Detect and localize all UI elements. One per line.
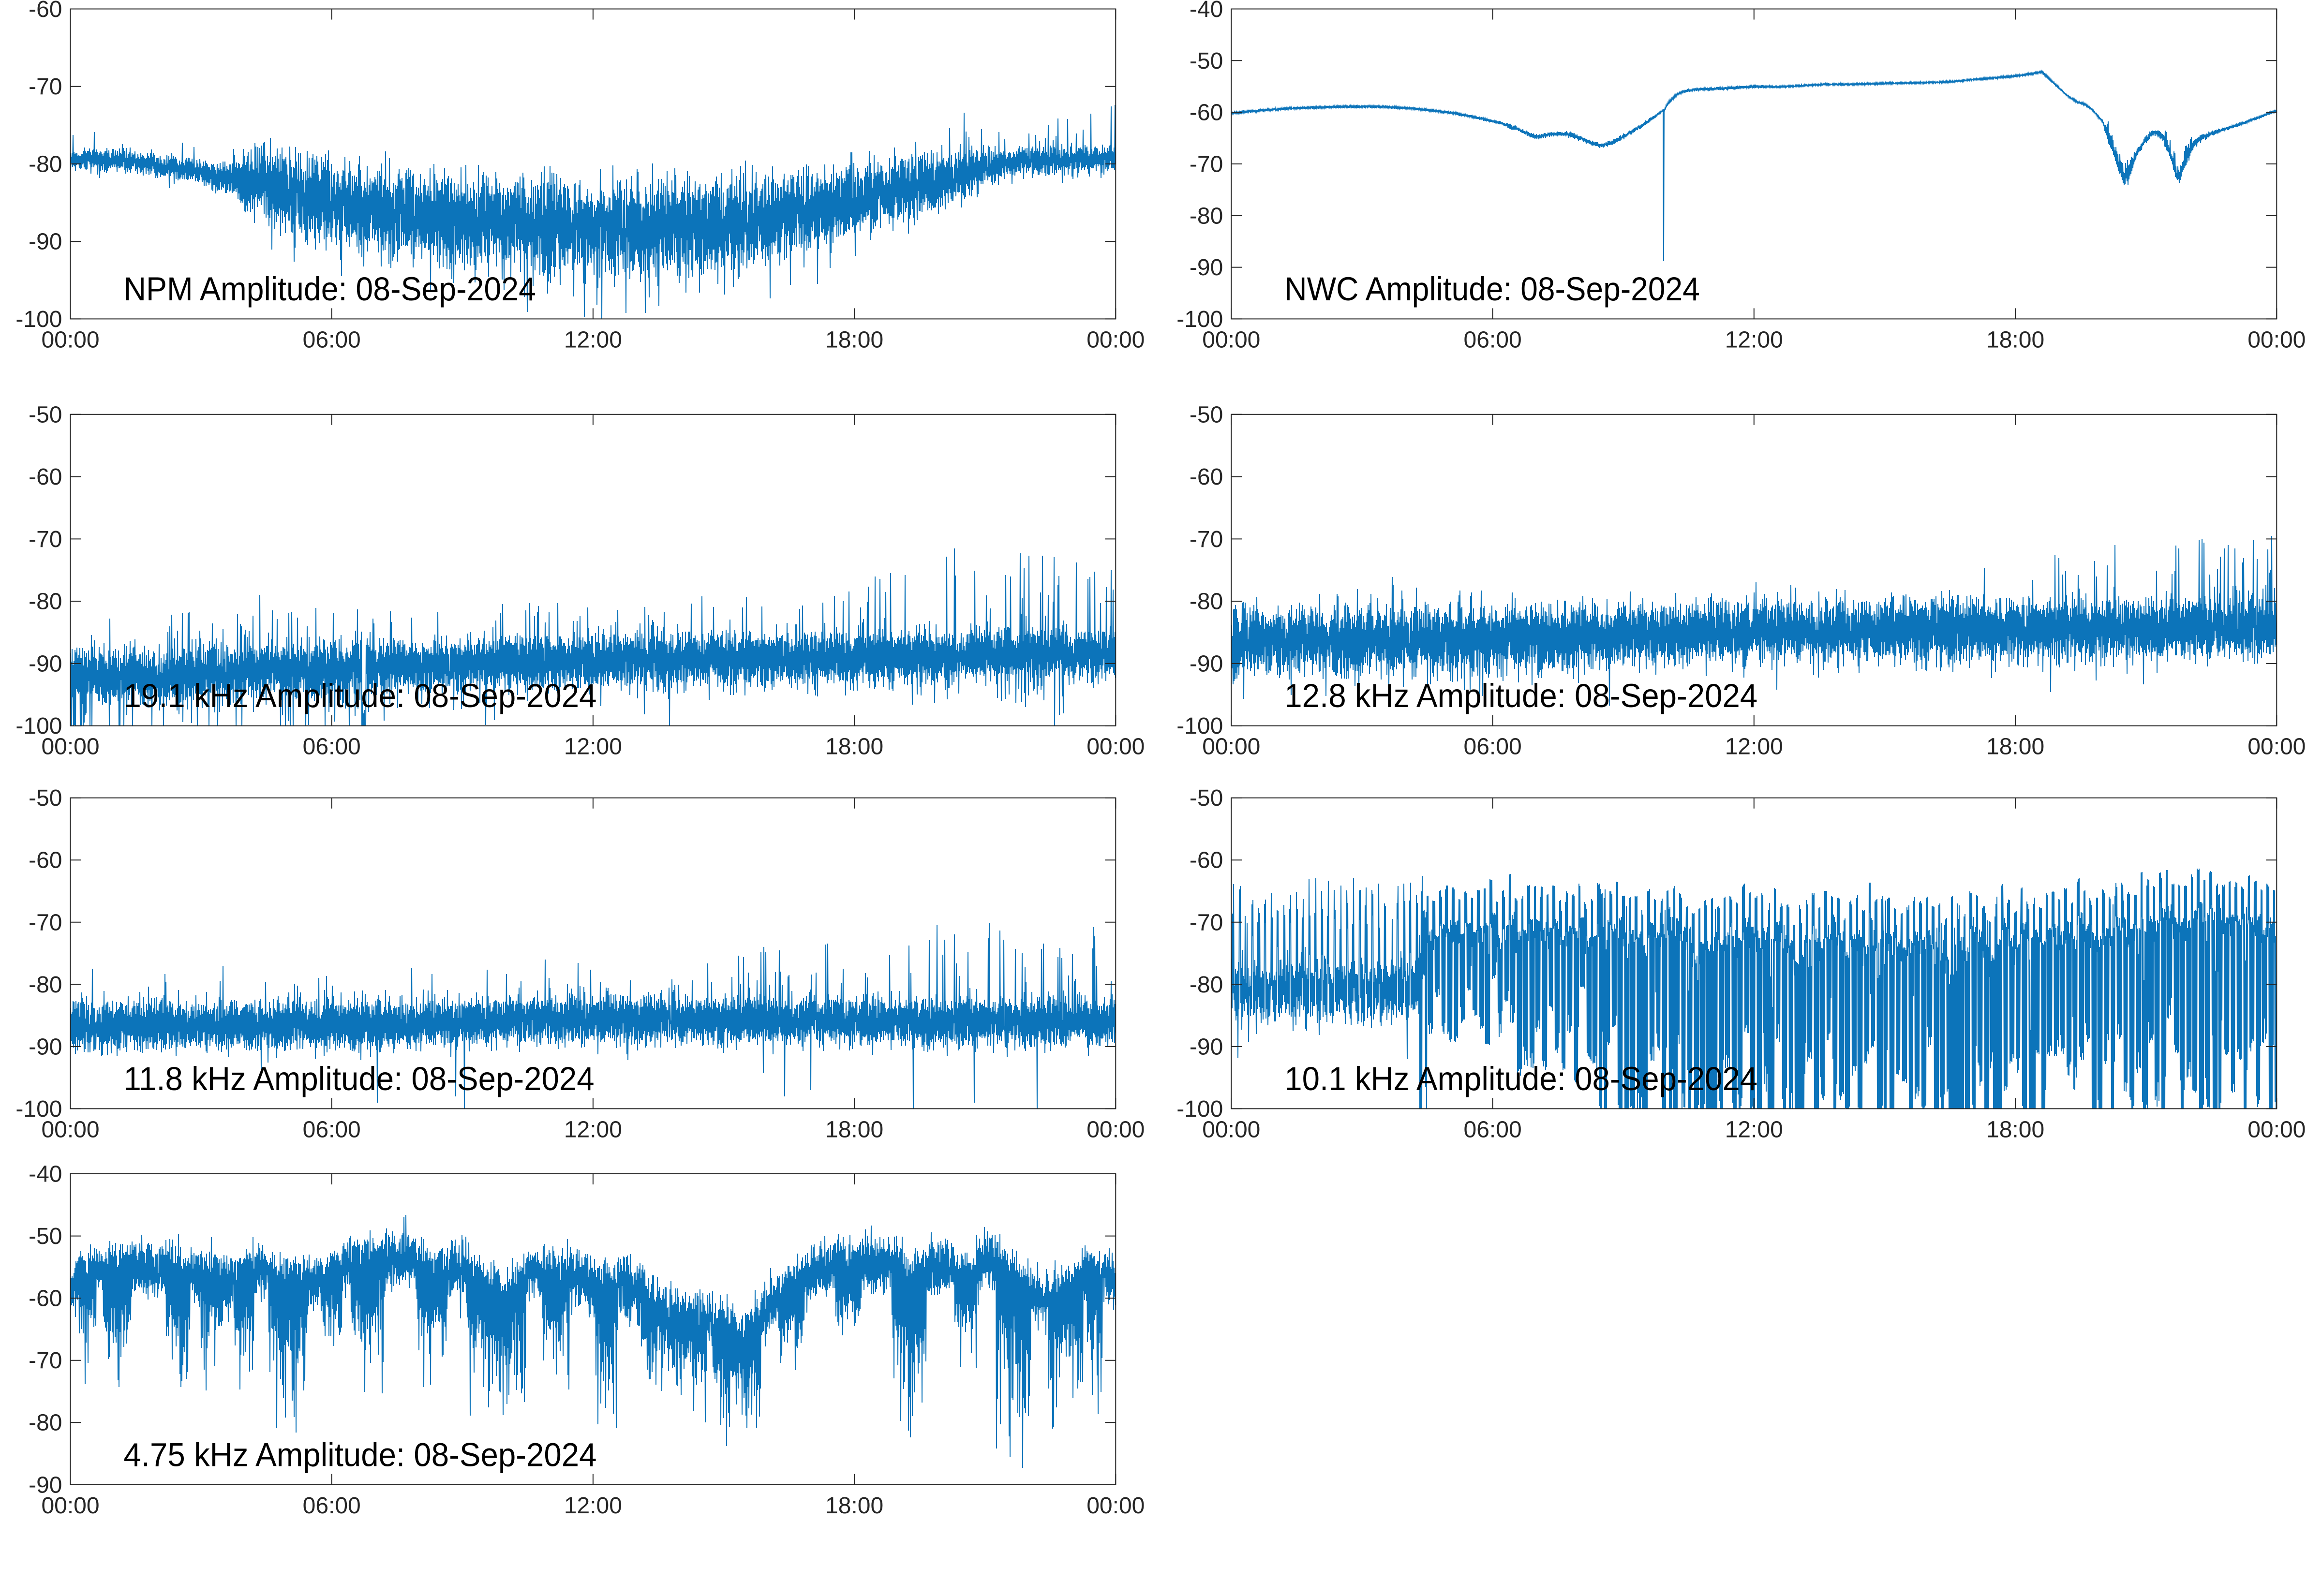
svg-text:19.1 kHz Amplitude: 08-Sep-202: 19.1 kHz Amplitude: 08-Sep-2024 xyxy=(124,678,597,715)
svg-text:00:00: 00:00 xyxy=(1202,1117,1260,1142)
svg-text:4.75 kHz Amplitude: 08-Sep-202: 4.75 kHz Amplitude: 08-Sep-2024 xyxy=(124,1436,597,1474)
svg-text:00:00: 00:00 xyxy=(1202,734,1260,760)
svg-text:-70: -70 xyxy=(1190,151,1223,177)
svg-text:12:00: 12:00 xyxy=(564,1493,622,1519)
svg-text:-100: -100 xyxy=(15,307,62,332)
svg-text:-90: -90 xyxy=(1190,255,1223,281)
svg-text:-90: -90 xyxy=(29,1472,62,1498)
svg-text:-50: -50 xyxy=(1190,785,1223,811)
svg-text:18:00: 18:00 xyxy=(1986,327,2044,353)
svg-text:18:00: 18:00 xyxy=(825,1117,883,1142)
svg-text:11.8 kHz Amplitude: 08-Sep-202: 11.8 kHz Amplitude: 08-Sep-2024 xyxy=(124,1060,595,1097)
svg-text:00:00: 00:00 xyxy=(2248,327,2306,353)
svg-text:-80: -80 xyxy=(1190,972,1223,998)
svg-text:-60: -60 xyxy=(29,464,62,490)
svg-text:18:00: 18:00 xyxy=(1986,734,2044,760)
svg-text:12:00: 12:00 xyxy=(564,327,622,353)
svg-text:-90: -90 xyxy=(29,651,62,677)
svg-text:10.1 kHz Amplitude: 08-Sep-202: 10.1 kHz Amplitude: 08-Sep-2024 xyxy=(1284,1060,1757,1097)
svg-text:12:00: 12:00 xyxy=(564,1117,622,1142)
svg-text:-80: -80 xyxy=(29,151,62,177)
svg-text:00:00: 00:00 xyxy=(1087,1117,1145,1142)
svg-text:-70: -70 xyxy=(29,74,62,100)
svg-text:-100: -100 xyxy=(15,713,62,739)
svg-text:-100: -100 xyxy=(15,1096,62,1122)
svg-text:12:00: 12:00 xyxy=(1725,1117,1783,1142)
svg-text:00:00: 00:00 xyxy=(1087,1493,1145,1519)
svg-text:-80: -80 xyxy=(29,1410,62,1436)
svg-text:-60: -60 xyxy=(29,848,62,873)
svg-text:06:00: 06:00 xyxy=(303,327,361,353)
svg-text:06:00: 06:00 xyxy=(303,1493,361,1519)
svg-text:00:00: 00:00 xyxy=(41,734,99,760)
svg-text:18:00: 18:00 xyxy=(825,327,883,353)
svg-text:-50: -50 xyxy=(29,402,62,428)
svg-text:-70: -70 xyxy=(29,527,62,552)
svg-text:-50: -50 xyxy=(1190,48,1223,74)
svg-text:-100: -100 xyxy=(1176,307,1223,332)
svg-text:12:00: 12:00 xyxy=(564,734,622,760)
svg-text:12.8 kHz Amplitude: 08-Sep-202: 12.8 kHz Amplitude: 08-Sep-2024 xyxy=(1284,678,1757,715)
svg-text:06:00: 06:00 xyxy=(1464,327,1522,353)
svg-text:18:00: 18:00 xyxy=(825,1493,883,1519)
svg-text:12:00: 12:00 xyxy=(1725,327,1783,353)
svg-text:-90: -90 xyxy=(29,1034,62,1060)
svg-text:00:00: 00:00 xyxy=(1202,327,1260,353)
svg-text:-40: -40 xyxy=(1190,0,1223,22)
svg-text:-60: -60 xyxy=(29,1286,62,1312)
svg-text:00:00: 00:00 xyxy=(41,1117,99,1142)
svg-text:-40: -40 xyxy=(29,1162,62,1187)
svg-text:06:00: 06:00 xyxy=(1464,734,1522,760)
svg-text:06:00: 06:00 xyxy=(303,1117,361,1142)
svg-text:-90: -90 xyxy=(1190,1034,1223,1060)
svg-text:-60: -60 xyxy=(1190,848,1223,873)
svg-text:-90: -90 xyxy=(29,229,62,255)
svg-text:-80: -80 xyxy=(1190,203,1223,229)
svg-text:00:00: 00:00 xyxy=(2248,734,2306,760)
svg-text:-50: -50 xyxy=(29,785,62,811)
svg-text:00:00: 00:00 xyxy=(1087,327,1145,353)
svg-text:-100: -100 xyxy=(1176,1096,1223,1122)
svg-text:18:00: 18:00 xyxy=(1986,1117,2044,1142)
svg-text:-90: -90 xyxy=(1190,651,1223,677)
svg-text:-70: -70 xyxy=(1190,527,1223,552)
svg-text:00:00: 00:00 xyxy=(1087,734,1145,760)
svg-text:-80: -80 xyxy=(29,972,62,998)
svg-text:-70: -70 xyxy=(29,910,62,935)
svg-text:06:00: 06:00 xyxy=(303,734,361,760)
svg-text:-70: -70 xyxy=(1190,910,1223,935)
svg-text:12:00: 12:00 xyxy=(1725,734,1783,760)
svg-text:NWC Amplitude: 08-Sep-2024: NWC Amplitude: 08-Sep-2024 xyxy=(1284,271,1699,308)
svg-text:-100: -100 xyxy=(1176,713,1223,739)
svg-text:00:00: 00:00 xyxy=(2248,1117,2306,1142)
svg-text:-50: -50 xyxy=(1190,402,1223,428)
svg-text:-60: -60 xyxy=(1190,100,1223,126)
svg-text:06:00: 06:00 xyxy=(1464,1117,1522,1142)
svg-text:NPM Amplitude: 08-Sep-2024: NPM Amplitude: 08-Sep-2024 xyxy=(124,271,536,308)
svg-text:18:00: 18:00 xyxy=(825,734,883,760)
svg-text:-50: -50 xyxy=(29,1224,62,1249)
svg-text:00:00: 00:00 xyxy=(41,1493,99,1519)
svg-text:-60: -60 xyxy=(29,0,62,22)
svg-text:-80: -80 xyxy=(29,589,62,615)
svg-text:00:00: 00:00 xyxy=(41,327,99,353)
svg-text:-80: -80 xyxy=(1190,589,1223,615)
svg-text:-70: -70 xyxy=(29,1348,62,1374)
svg-text:-60: -60 xyxy=(1190,464,1223,490)
